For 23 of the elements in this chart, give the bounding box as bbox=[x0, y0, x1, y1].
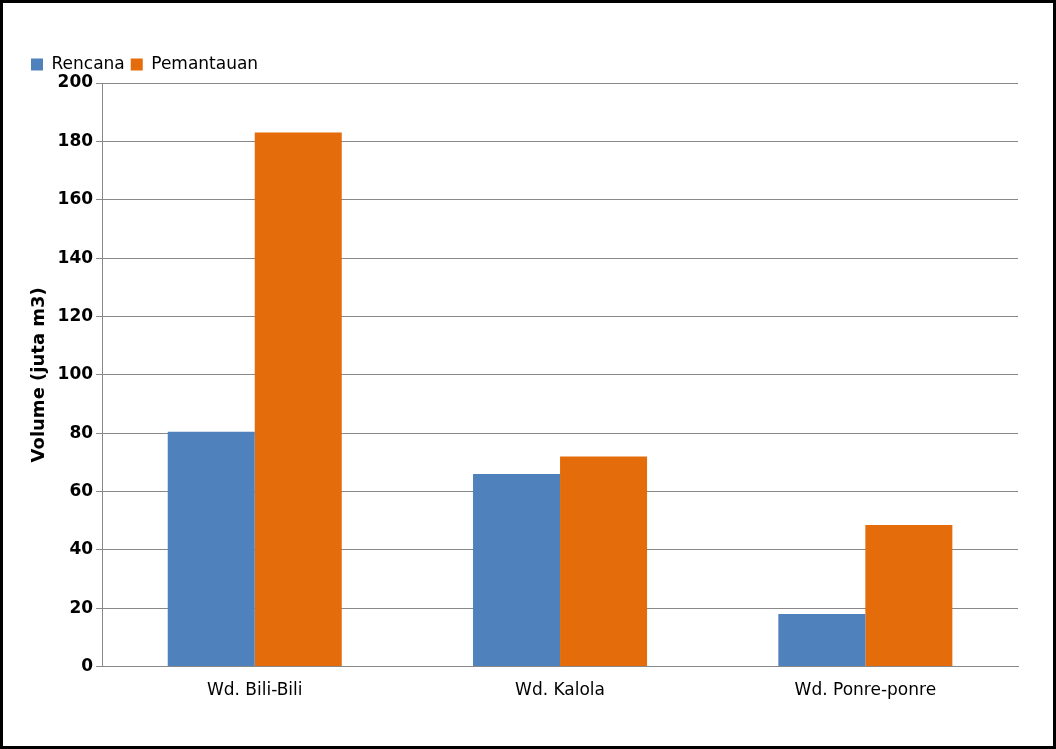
y-tick-label: 80 bbox=[69, 421, 94, 442]
y-axis-title: Volume (juta m3) bbox=[27, 287, 49, 463]
bar bbox=[778, 614, 866, 667]
y-tick-label: 40 bbox=[69, 538, 94, 559]
bar bbox=[560, 456, 648, 667]
legend-label: Pemantauan bbox=[151, 52, 259, 73]
y-tick-label: 140 bbox=[57, 246, 94, 267]
x-tick-label: Wd. Kalola bbox=[515, 679, 606, 700]
y-tick-label: 180 bbox=[57, 129, 94, 150]
bar bbox=[473, 474, 561, 667]
y-tick-label: 200 bbox=[57, 71, 94, 92]
y-tick-label: 100 bbox=[57, 363, 94, 384]
bar bbox=[865, 525, 953, 667]
y-tick-label: 160 bbox=[57, 188, 94, 209]
legend-label: Rencana bbox=[51, 52, 125, 73]
y-tick-label: 60 bbox=[69, 479, 94, 500]
x-tick-label: Wd. Ponre-ponre bbox=[794, 679, 937, 700]
bar bbox=[254, 132, 342, 667]
y-tick-label: 20 bbox=[69, 596, 94, 617]
bar bbox=[167, 431, 255, 667]
x-tick-label: Wd. Bili-Bili bbox=[206, 679, 303, 700]
y-tick-label: 0 bbox=[81, 655, 94, 676]
y-tick-label: 120 bbox=[57, 304, 94, 325]
